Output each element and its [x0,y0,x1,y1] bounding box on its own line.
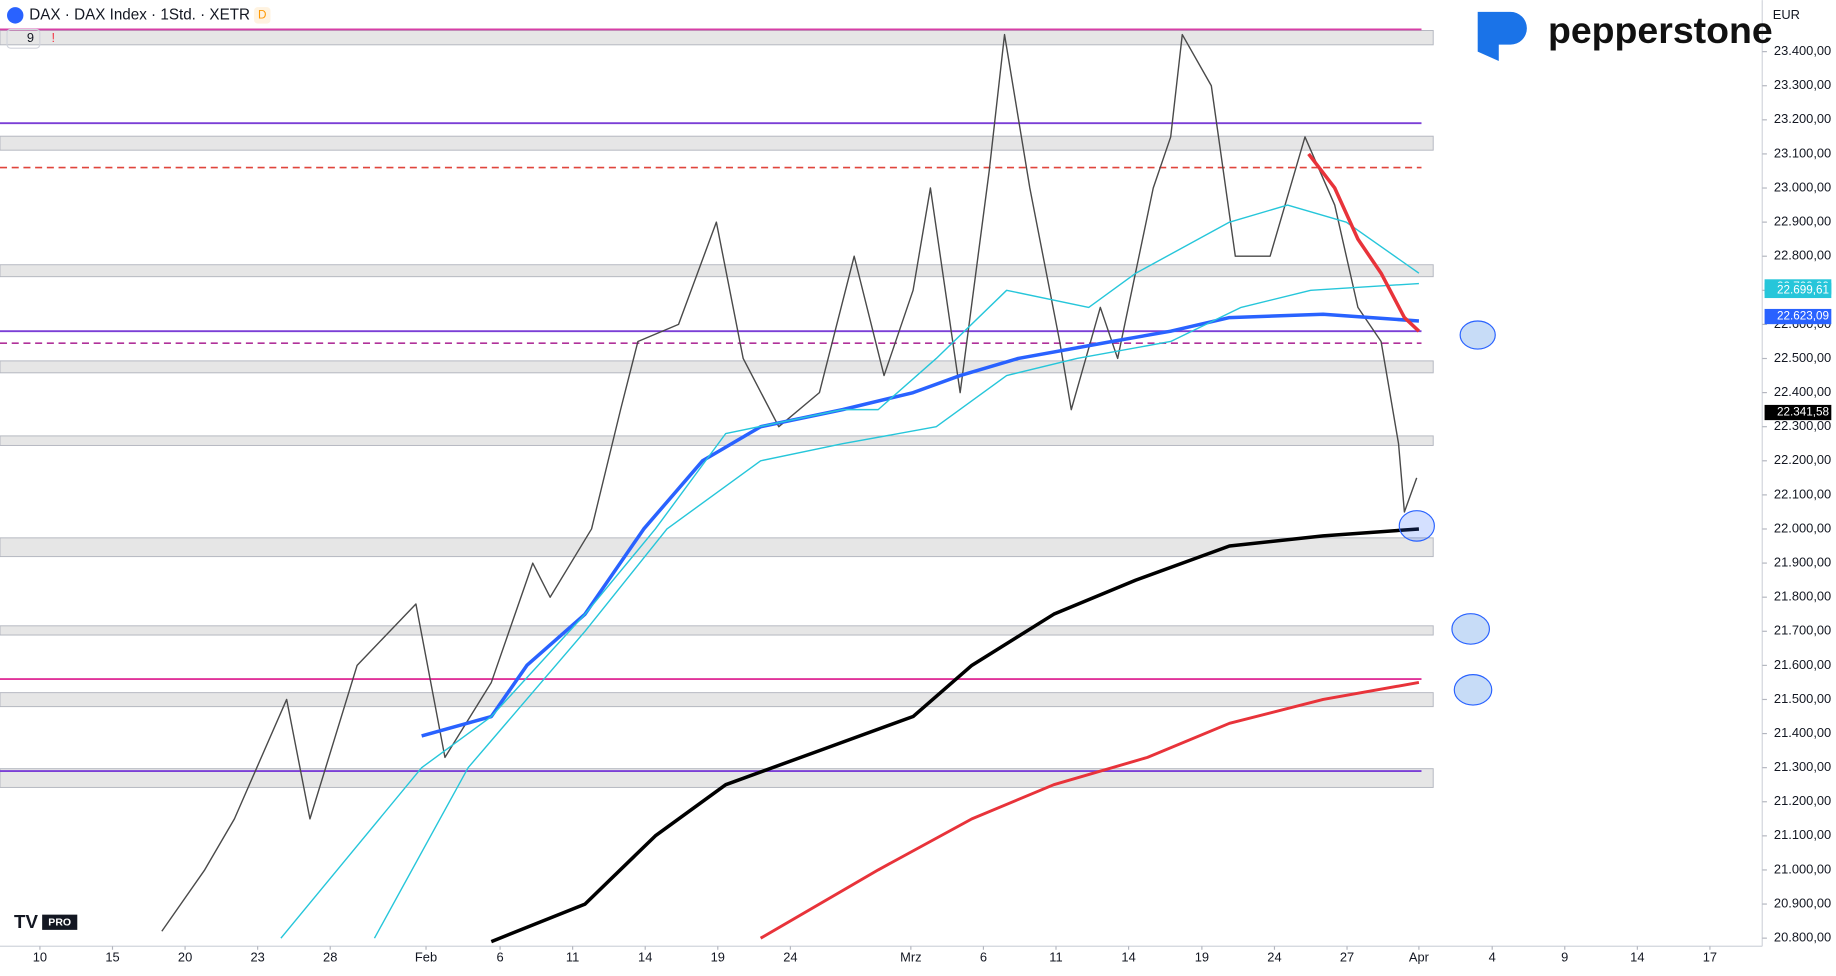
y-tick-label: 23.000,00 [1774,179,1831,194]
y-tick-label: 22.100,00 [1774,486,1831,501]
x-tick-label: 14 [1630,949,1644,964]
price-label: 22.341,58 [1777,406,1829,419]
price-label-box [1764,308,1832,325]
annotation-circle [1451,613,1490,645]
y-tick-label: 22.300,00 [1774,418,1831,433]
y-tick-label: 22.900,00 [1774,214,1831,229]
x-tick-label: Feb [415,949,437,964]
zone [0,135,1434,151]
brand-logo [1477,11,1527,62]
zone [0,264,1434,278]
x-tick-label: 11 [1049,949,1062,964]
y-tick-label: 22.400,00 [1774,384,1831,399]
symbol-icon [7,7,24,24]
y-tick-label: 21.500,00 [1774,691,1831,706]
x-tick-label: 19 [711,949,725,964]
warning: ! [52,30,56,45]
annotation-circle [1398,510,1435,542]
y-tick-label: 20.900,00 [1774,895,1831,910]
y-tick-label: 21.000,00 [1774,861,1831,876]
x-tick-label: 6 [496,949,503,964]
x-tick-label: 11 [566,949,579,964]
zone [0,625,1434,636]
badge-text: D [258,8,266,21]
x-tick-label: 14 [638,949,652,964]
y-tick-label: 22.800,00 [1774,248,1831,263]
series-line [280,204,1420,939]
x-tick-label: 10 [33,949,47,964]
y-tick-label: 23.300,00 [1774,77,1831,92]
x-tick-label: 14 [1121,949,1135,964]
y-tick-label: 22.200,00 [1774,452,1831,467]
price-axis [1762,0,1836,971]
zone [0,360,1434,374]
y-tick-label: 21.300,00 [1774,759,1831,774]
y-tick-label: 23.100,00 [1774,145,1831,160]
price-label: 22.623,09 [1777,310,1829,323]
zone [0,435,1434,446]
annotation-circle [1459,320,1496,350]
y-tick-label: 22.000,00 [1774,520,1831,535]
price-label-box [1764,282,1832,299]
symbol-title: DAX · DAX Index · 1Std. · XETR [29,6,250,23]
x-tick-label: Mrz [900,949,921,964]
indicator-toggle[interactable] [6,28,41,49]
zone [0,537,1434,558]
badge [254,7,271,24]
tv-badge [42,914,78,930]
indicator-count[interactable]: 9 [27,30,34,45]
y-tick-label: 21.800,00 [1774,589,1831,604]
x-tick-label: 23 [250,949,264,964]
plot-area [0,28,1434,944]
y-tick-label: 23.200,00 [1774,111,1831,126]
y-tick-label: 21.700,00 [1774,623,1831,638]
annotation-circle [1453,674,1493,706]
y-tick-label: 21.600,00 [1774,657,1831,672]
series-line [373,282,1419,939]
x-tick-label: Apr [1409,949,1430,964]
zone [0,692,1434,708]
series-line [490,527,1420,944]
axes: 23.400,00 23.300,00 23.200,00 23.100,00 23.0… [33,43,1832,964]
y-tick-label: 21.900,00 [1774,554,1831,569]
x-tick-label: 15 [105,949,119,964]
brand-name: pepperstone [1548,9,1773,51]
y-tick-label: 23.400,00 [1774,43,1831,58]
price-label: 22.699,61 [1777,284,1829,297]
currency[interactable]: EUR [1773,7,1800,22]
tv-logo: TV [14,911,38,932]
y-tick-label: 21.400,00 [1774,725,1831,740]
x-tick-label: 19 [1195,949,1209,964]
x-tick-label: 28 [323,949,337,964]
y-tick-label: 21.100,00 [1774,827,1831,842]
time-axis [0,946,1763,971]
x-tick-label: 17 [1703,949,1717,964]
x-tick-label: 4 [1489,949,1496,964]
series-line [759,681,1420,940]
series-line [421,312,1420,738]
series-line [1307,152,1421,333]
tv-badge-text: PRO [48,917,71,929]
zone [0,30,1434,46]
y-tick-label: 20.800,00 [1774,930,1831,945]
x-tick-label: 9 [1561,949,1568,964]
price-label-box [1764,404,1832,421]
x-tick-label: 24 [783,949,797,964]
x-tick-label: 24 [1267,949,1281,964]
x-tick-label: 20 [178,949,192,964]
y-tick-label: 22.500,00 [1774,350,1831,365]
x-tick-label: 6 [980,949,987,964]
zone [0,768,1434,788]
y-tick-label: 21.200,00 [1774,793,1831,808]
x-tick-label: 27 [1340,949,1354,964]
